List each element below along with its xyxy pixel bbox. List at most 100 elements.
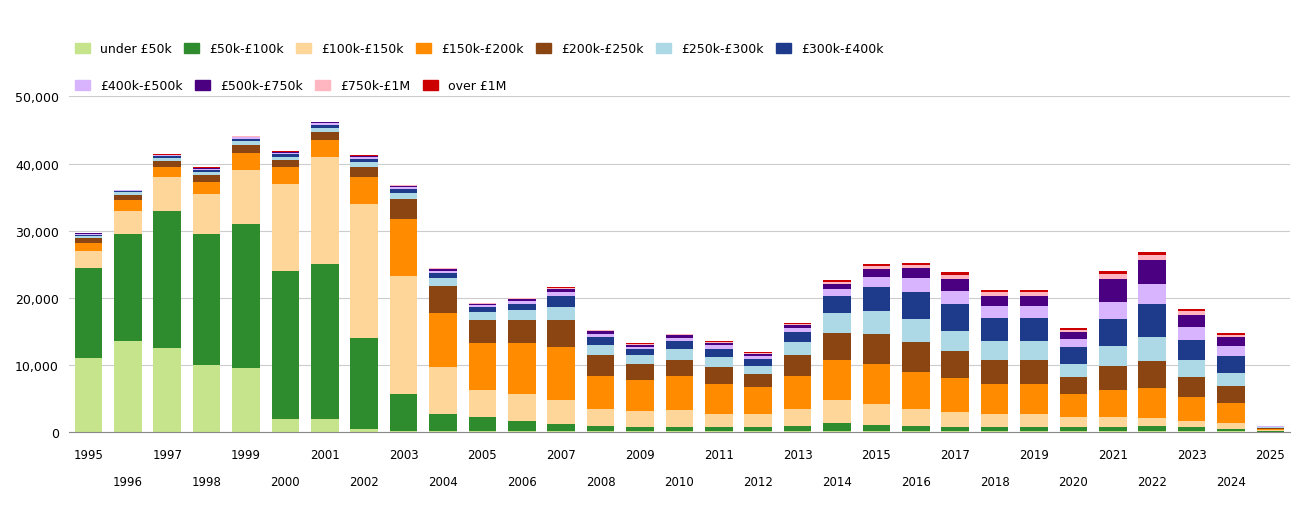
Bar [429,431,457,432]
Bar [705,384,732,414]
Bar [1099,275,1126,279]
Bar [1257,429,1284,431]
Bar [981,293,1009,296]
Bar [981,360,1009,384]
Bar [154,349,181,432]
Bar [1060,330,1087,332]
Bar [1060,417,1087,428]
Bar [271,161,299,167]
Bar [351,205,378,338]
Bar [351,429,378,432]
Bar [154,159,181,161]
Bar [1060,377,1087,394]
Bar [154,167,181,178]
Bar [863,364,890,405]
Bar [941,305,968,332]
Bar [705,367,732,384]
Bar [351,163,378,167]
Bar [587,376,615,409]
Bar [1060,428,1087,432]
Bar [154,157,181,159]
Bar [311,123,338,124]
Bar [1138,256,1165,261]
Bar [1218,335,1245,337]
Bar [981,414,1009,428]
Bar [1218,333,1245,335]
Bar [429,414,457,431]
Bar [1060,364,1087,377]
Bar [1218,429,1245,432]
Bar [941,412,968,427]
Bar [744,387,773,414]
Bar [114,192,142,193]
Bar [547,347,576,401]
Bar [981,342,1009,360]
Bar [902,269,929,279]
Bar [902,426,929,432]
Bar [666,335,693,336]
Bar [193,235,221,365]
Bar [744,414,773,428]
Bar [1021,306,1048,318]
Bar [1218,373,1245,387]
Bar [390,194,418,200]
Bar [429,269,457,271]
Bar [1138,252,1165,256]
Bar [74,358,102,432]
Bar [981,318,1009,342]
Bar [271,419,299,432]
Bar [1177,327,1206,341]
Bar [1177,398,1206,421]
Bar [902,265,929,269]
Bar [311,265,338,419]
Bar [1099,427,1126,432]
Bar [468,344,496,390]
Bar [666,427,693,432]
Bar [390,186,418,188]
Bar [193,365,221,432]
Bar [311,124,338,125]
Bar [311,419,338,432]
Bar [744,353,773,354]
Bar [429,268,457,269]
Bar [390,188,418,190]
Bar [587,426,615,431]
Bar [784,323,812,324]
Bar [626,356,654,364]
Bar [666,377,693,410]
Bar [1177,312,1206,315]
Bar [1138,388,1165,418]
Bar [1021,291,1048,293]
Bar [1138,304,1165,337]
Bar [232,142,260,146]
Bar [626,364,654,381]
Bar [744,354,773,356]
Bar [1218,403,1245,423]
Bar [547,320,576,347]
Bar [193,172,221,176]
Bar [744,428,773,432]
Bar [1138,426,1165,432]
Bar [468,307,496,312]
Bar [154,178,181,211]
Bar [468,431,496,432]
Bar [390,277,418,394]
Bar [232,369,260,432]
Bar [193,170,221,172]
Bar [547,401,576,424]
Bar [271,184,299,271]
Bar [705,341,732,342]
Bar [666,410,693,427]
Bar [429,271,457,273]
Bar [232,146,260,154]
Bar [823,333,851,360]
Bar [390,220,418,277]
Bar [626,347,654,350]
Bar [351,167,378,178]
Bar [74,239,102,243]
Bar [1177,421,1206,428]
Bar [429,273,457,279]
Bar [902,279,929,292]
Bar [626,411,654,428]
Bar [1060,394,1087,417]
